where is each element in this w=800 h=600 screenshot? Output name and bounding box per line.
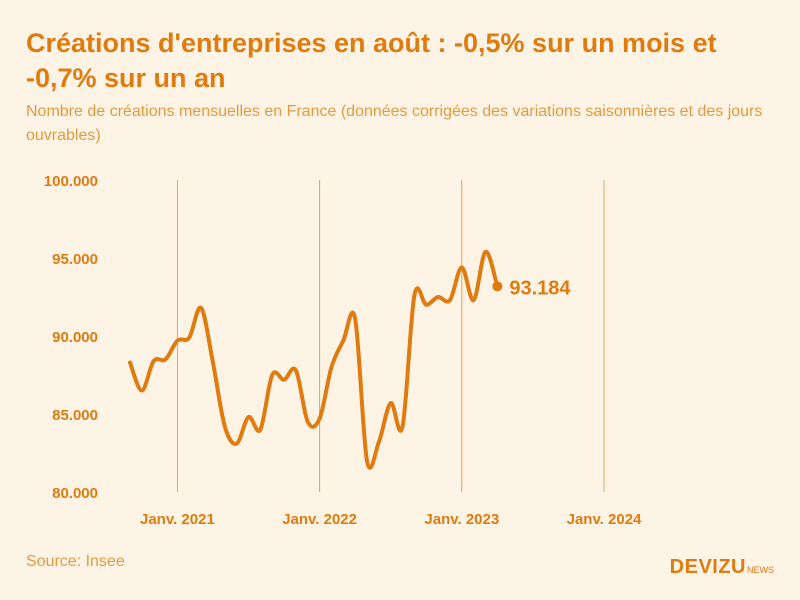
x-tick-label: Janv. 2024 xyxy=(567,511,642,528)
y-tick-label: 80.000 xyxy=(52,485,98,502)
brand-name: DEVIZU xyxy=(669,556,746,578)
last-point-marker xyxy=(492,281,503,292)
series-line xyxy=(128,249,500,470)
source-note: Source: Insee xyxy=(26,553,125,570)
brand-logo: DEVIZU NEWS xyxy=(670,556,774,579)
x-tick-label: Janv. 2022 xyxy=(282,511,357,528)
chart-title: Créations d'entreprises en août : -0,5% … xyxy=(26,28,717,93)
line-chart: 80.000 85.000 90.000 95.000 100.000 Janv. 202… xyxy=(44,173,642,528)
chart-subtitle: Nombre de créations mensuelles en France… xyxy=(26,103,763,144)
brand-suffix: NEWS xyxy=(747,565,774,575)
x-tick-label: Janv. 2021 xyxy=(140,511,215,528)
last-value-label: 93.184 xyxy=(509,277,571,299)
y-tick-label: 100.000 xyxy=(44,173,98,190)
y-tick-label: 85.000 xyxy=(52,407,98,424)
y-tick-label: 90.000 xyxy=(52,329,98,346)
y-tick-label: 95.000 xyxy=(52,251,98,268)
x-tick-label: Janv. 2023 xyxy=(424,511,499,528)
